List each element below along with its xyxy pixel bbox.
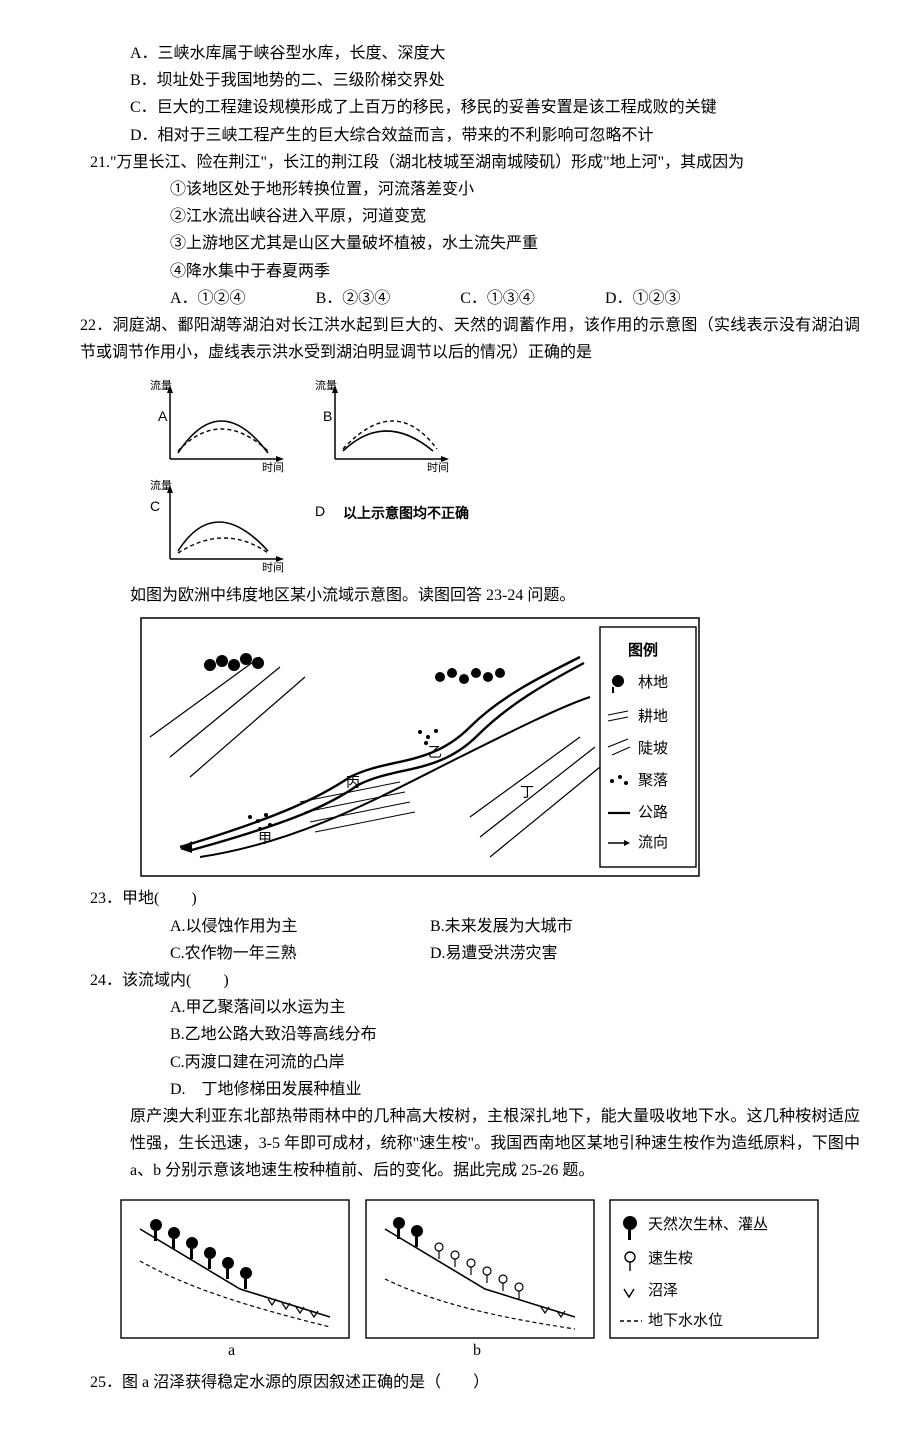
q21-s3: ③上游地区尤其是山区大量破坏植被，水土流失严重 (80, 230, 860, 257)
svg-text:沼泽: 沼泽 (648, 1282, 678, 1299)
svg-text:流向: 流向 (638, 834, 668, 851)
svg-text:陡坡: 陡坡 (638, 740, 668, 757)
svg-text:D: D (315, 503, 325, 519)
q21-s2: ②江水流出峡谷进入平原，河道变宽 (80, 203, 860, 230)
svg-text:天然次生林、灌丛: 天然次生林、灌丛 (648, 1216, 768, 1233)
svg-text:公路: 公路 (638, 804, 668, 821)
q22-stem: 22．洞庭湖、鄱阳湖等湖泊对长江洪水起到巨大的、天然的调蓄作用，该作用的示意图（… (80, 312, 860, 366)
q25-stem: 25．图 a 沼泽获得稳定水源的原因叙述正确的是（ ） (80, 1369, 860, 1396)
svg-text:C: C (150, 498, 160, 514)
svg-text:丁: 丁 (520, 786, 534, 801)
basin-caption: 如图为欧洲中纬度地区某小流域示意图。读图回答 23-24 问题。 (80, 582, 860, 609)
svg-text:a: a (228, 1342, 235, 1359)
basin-figure: 甲 乙 丙 丁 图例 林地 耕地 陡坡 聚落 公路 流向 (140, 617, 860, 877)
q22-figure: 流量 时间 A 流量 时间 B 流量 (140, 374, 860, 574)
svg-text:B: B (323, 408, 332, 424)
svg-text:b: b (473, 1342, 481, 1359)
q24-B: B.乙地公路大致沿等高线分布 (80, 1021, 860, 1048)
svg-text:图例: 图例 (628, 641, 658, 659)
svg-text:时间: 时间 (427, 461, 449, 474)
q23-A: A.以侵蚀作用为主 (170, 913, 430, 940)
q21-s4: ④降水集中于春夏两季 (80, 258, 860, 285)
q21-C: C．①③④ (460, 285, 535, 312)
svg-text:甲: 甲 (258, 832, 272, 847)
q24-D: D. 丁地修梯田发展种植业 (80, 1076, 860, 1103)
svg-text:林地: 林地 (638, 674, 668, 691)
q20-opt-B: B．坝址处于我国地势的二、三级阶梯交界处 (80, 67, 860, 94)
q21-stem: 21."万里长江、险在荆江"，长江的荆江段（湖北枝城至湖南城陵矶）形成"地上河"… (80, 149, 860, 176)
svg-text:速生桉: 速生桉 (648, 1250, 693, 1267)
q24-A: A.甲乙聚落间以水运为主 (80, 994, 860, 1021)
q22-D-text: 以上示意图均不正确 (343, 505, 469, 521)
euc-figure: a b 天然次生林、灌丛 速生桉 沼泽 地下水水 (120, 1199, 860, 1359)
q23-C: C.农作物一年三熟 (170, 940, 430, 967)
svg-text:地下水水位: 地下水水位 (648, 1312, 723, 1329)
svg-text:时间: 时间 (262, 461, 284, 474)
svg-text:A: A (158, 408, 168, 424)
q20-opt-C: C．巨大的工程建设规模形成了上百万的移民，移民的妥善安置是该工程成败的关键 (80, 94, 860, 121)
context-25-26: 原产澳大利亚东北部热带雨林中的几种高大桉树，主根深扎地下，能大量吸收地下水。这几… (80, 1103, 860, 1185)
svg-text:耕地: 耕地 (638, 707, 668, 725)
q23-row2: C.农作物一年三熟 D.易遭受洪涝灾害 (80, 940, 860, 967)
svg-text:乙: 乙 (428, 745, 442, 761)
svg-text:聚落: 聚落 (638, 772, 668, 789)
svg-text:丙: 丙 (346, 776, 360, 791)
q23-B: B.未来发展为大城市 (430, 913, 573, 940)
q23-stem: 23．甲地( ) (80, 885, 860, 912)
q24-stem: 24．该流域内( ) (80, 967, 860, 994)
q21-D: D．①②③ (605, 285, 681, 312)
q21-A: A．①②④ (170, 285, 246, 312)
q24-C: C.丙渡口建在河流的凸岸 (80, 1049, 860, 1076)
q20-opt-D: D．相对于三峡工程产生的巨大综合效益而言，带来的不利影响可忽略不计 (80, 122, 860, 149)
q21-opts: A．①②④ B．②③④ C．①③④ D．①②③ (80, 285, 860, 312)
svg-text:时间: 时间 (262, 561, 284, 574)
q23-row1: A.以侵蚀作用为主 B.未来发展为大城市 (80, 913, 860, 940)
q21-s1: ①该地区处于地形转换位置，河流落差变小 (80, 176, 860, 203)
q23-D: D.易遭受洪涝灾害 (430, 940, 558, 967)
q20-opt-A: A．三峡水库属于峡谷型水库，长度、深度大 (80, 40, 860, 67)
q21-B: B．②③④ (316, 285, 391, 312)
